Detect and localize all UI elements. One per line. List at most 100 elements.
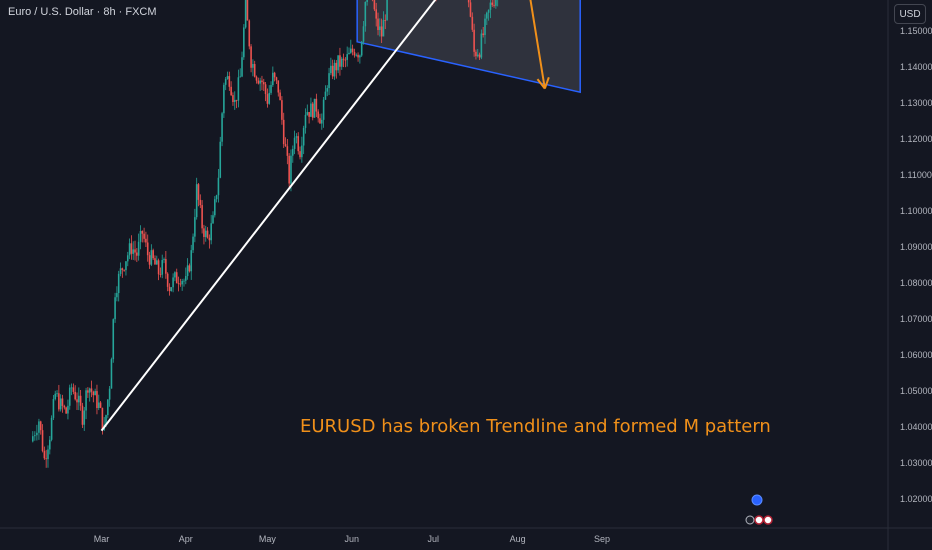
candle-body: [297, 136, 300, 152]
x-tick-label: Jul: [428, 534, 440, 544]
candle-body: [233, 99, 236, 103]
candle-body: [87, 390, 89, 393]
candle-body: [145, 238, 147, 243]
candle-body: [467, 0, 470, 3]
candle-body: [152, 250, 154, 259]
candle-body: [123, 269, 125, 271]
y-tick-label: 1.02000: [900, 494, 932, 504]
candle-body: [170, 287, 173, 292]
candle-body: [311, 103, 314, 118]
candle-body: [70, 387, 73, 389]
candle-body: [97, 402, 100, 409]
candle-body: [210, 223, 212, 241]
candle-body: [148, 255, 151, 265]
candle-body: [232, 95, 234, 103]
candle-body: [119, 268, 122, 274]
candle-body: [224, 78, 227, 85]
candle-body: [72, 387, 75, 392]
x-tick-label: May: [259, 534, 277, 544]
candle-body: [59, 398, 62, 410]
candle-body: [346, 54, 348, 60]
candle-body: [248, 20, 251, 47]
candle-body: [348, 52, 350, 55]
candle-body: [235, 99, 238, 101]
candle-body: [299, 151, 301, 158]
candle-body: [166, 273, 169, 287]
candle-body: [486, 12, 488, 19]
candle-body: [489, 2, 492, 10]
candle-body: [350, 48, 352, 53]
candle-body: [317, 111, 319, 119]
candle-body: [487, 9, 490, 13]
candle-body: [76, 399, 78, 403]
candle-body: [56, 393, 58, 395]
candle-body: [157, 260, 160, 275]
candle-body: [228, 76, 231, 87]
candle-body: [306, 112, 309, 115]
candle-body: [495, 0, 497, 6]
candle-body: [480, 33, 483, 58]
candle-body: [183, 280, 185, 282]
candle-body: [177, 283, 180, 284]
candle-body: [165, 259, 167, 274]
candle-body: [290, 155, 292, 184]
candle-body: [206, 230, 209, 238]
arrow-head: [543, 76, 550, 89]
candle-body: [185, 276, 187, 281]
candle-body: [85, 390, 87, 411]
candle-body: [49, 439, 51, 450]
candle-body: [192, 236, 194, 251]
candle-body: [74, 391, 76, 400]
y-tick-label: 1.09000: [900, 242, 932, 252]
candle-body: [380, 26, 383, 37]
candle-body: [293, 137, 296, 149]
us-flag-icon: [763, 515, 773, 525]
candle-body: [223, 84, 225, 114]
symbol-title: Euro / U.S. Dollar · 8h · FXCM: [8, 6, 157, 18]
candle-body: [134, 249, 136, 253]
candle-body: [186, 265, 189, 277]
candle-body: [469, 2, 472, 17]
y-tick-label: 1.04000: [900, 422, 932, 432]
candle-body: [155, 260, 158, 265]
candle-body: [379, 26, 381, 31]
candle-body: [38, 421, 40, 433]
candle-body: [313, 98, 316, 118]
x-tick-label: Mar: [94, 534, 110, 544]
candle-body: [190, 250, 193, 272]
candle-body: [270, 85, 272, 93]
candle-body: [340, 58, 343, 67]
trendline: [100, 0, 437, 432]
candle-body: [304, 114, 307, 128]
y-tick-label: 1.08000: [900, 278, 932, 288]
candle-body: [63, 405, 66, 408]
candle-body: [315, 98, 318, 112]
candle-body: [493, 4, 495, 6]
candle-body: [179, 283, 182, 285]
candle-body: [150, 250, 153, 265]
candle-body: [212, 215, 214, 224]
candle-body: [382, 20, 385, 37]
candle-body: [41, 430, 44, 451]
y-tick-label: 1.11000: [900, 170, 932, 180]
y-tick-label: 1.13000: [900, 98, 932, 108]
candle-body: [141, 230, 144, 234]
candle-body: [67, 405, 69, 414]
y-tick-label: 1.05000: [900, 386, 932, 396]
candle-body: [203, 228, 205, 237]
candle-body: [96, 391, 98, 409]
candle-body: [32, 436, 34, 442]
candle-body: [132, 249, 135, 254]
candle-body: [81, 405, 84, 425]
y-tick-label: 1.12000: [900, 134, 932, 144]
candle-body: [54, 393, 57, 400]
candle-body: [168, 286, 171, 292]
candle-body: [301, 145, 303, 158]
currency-button[interactable]: USD: [894, 4, 926, 24]
candle-body: [471, 16, 474, 30]
candle-body: [355, 54, 358, 56]
candle-body: [65, 407, 67, 414]
candle-body: [386, 0, 388, 21]
candle-body: [253, 64, 256, 77]
